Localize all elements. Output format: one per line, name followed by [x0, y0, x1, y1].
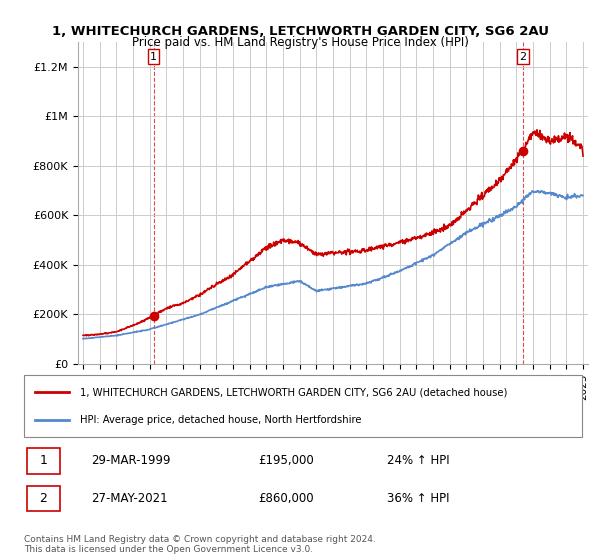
- Text: £195,000: £195,000: [259, 454, 314, 467]
- FancyBboxPatch shape: [27, 486, 60, 511]
- Text: 1: 1: [40, 454, 47, 467]
- Text: £860,000: £860,000: [259, 492, 314, 505]
- Text: 36% ↑ HPI: 36% ↑ HPI: [387, 492, 449, 505]
- Text: HPI: Average price, detached house, North Hertfordshire: HPI: Average price, detached house, Nort…: [80, 414, 361, 424]
- FancyBboxPatch shape: [24, 375, 582, 437]
- Text: 2: 2: [40, 492, 47, 505]
- Text: 27-MAY-2021: 27-MAY-2021: [91, 492, 167, 505]
- Text: 24% ↑ HPI: 24% ↑ HPI: [387, 454, 449, 467]
- Text: 29-MAR-1999: 29-MAR-1999: [91, 454, 170, 467]
- Text: 1, WHITECHURCH GARDENS, LETCHWORTH GARDEN CITY, SG6 2AU: 1, WHITECHURCH GARDENS, LETCHWORTH GARDE…: [52, 25, 548, 38]
- FancyBboxPatch shape: [27, 448, 60, 474]
- Text: 2: 2: [520, 52, 527, 62]
- Text: Contains HM Land Registry data © Crown copyright and database right 2024.
This d: Contains HM Land Registry data © Crown c…: [24, 535, 376, 554]
- Text: 1, WHITECHURCH GARDENS, LETCHWORTH GARDEN CITY, SG6 2AU (detached house): 1, WHITECHURCH GARDENS, LETCHWORTH GARDE…: [80, 388, 507, 398]
- Text: 1: 1: [150, 52, 157, 62]
- Text: Price paid vs. HM Land Registry's House Price Index (HPI): Price paid vs. HM Land Registry's House …: [131, 36, 469, 49]
